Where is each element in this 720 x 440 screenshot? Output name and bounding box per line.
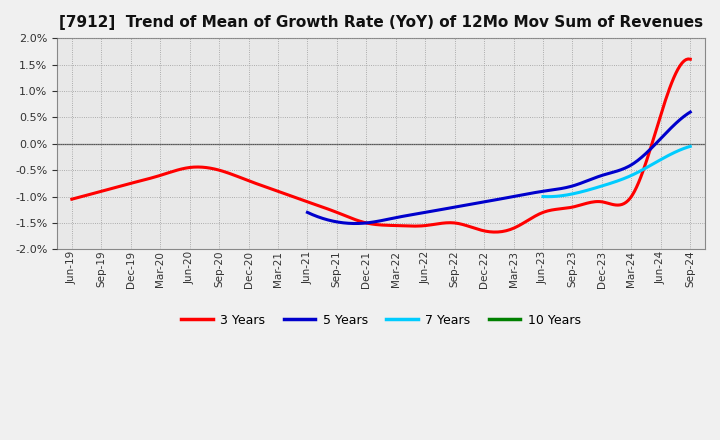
Legend: 3 Years, 5 Years, 7 Years, 10 Years: 3 Years, 5 Years, 7 Years, 10 Years — [176, 309, 586, 332]
Title: [7912]  Trend of Mean of Growth Rate (YoY) of 12Mo Mov Sum of Revenues: [7912] Trend of Mean of Growth Rate (YoY… — [59, 15, 703, 30]
